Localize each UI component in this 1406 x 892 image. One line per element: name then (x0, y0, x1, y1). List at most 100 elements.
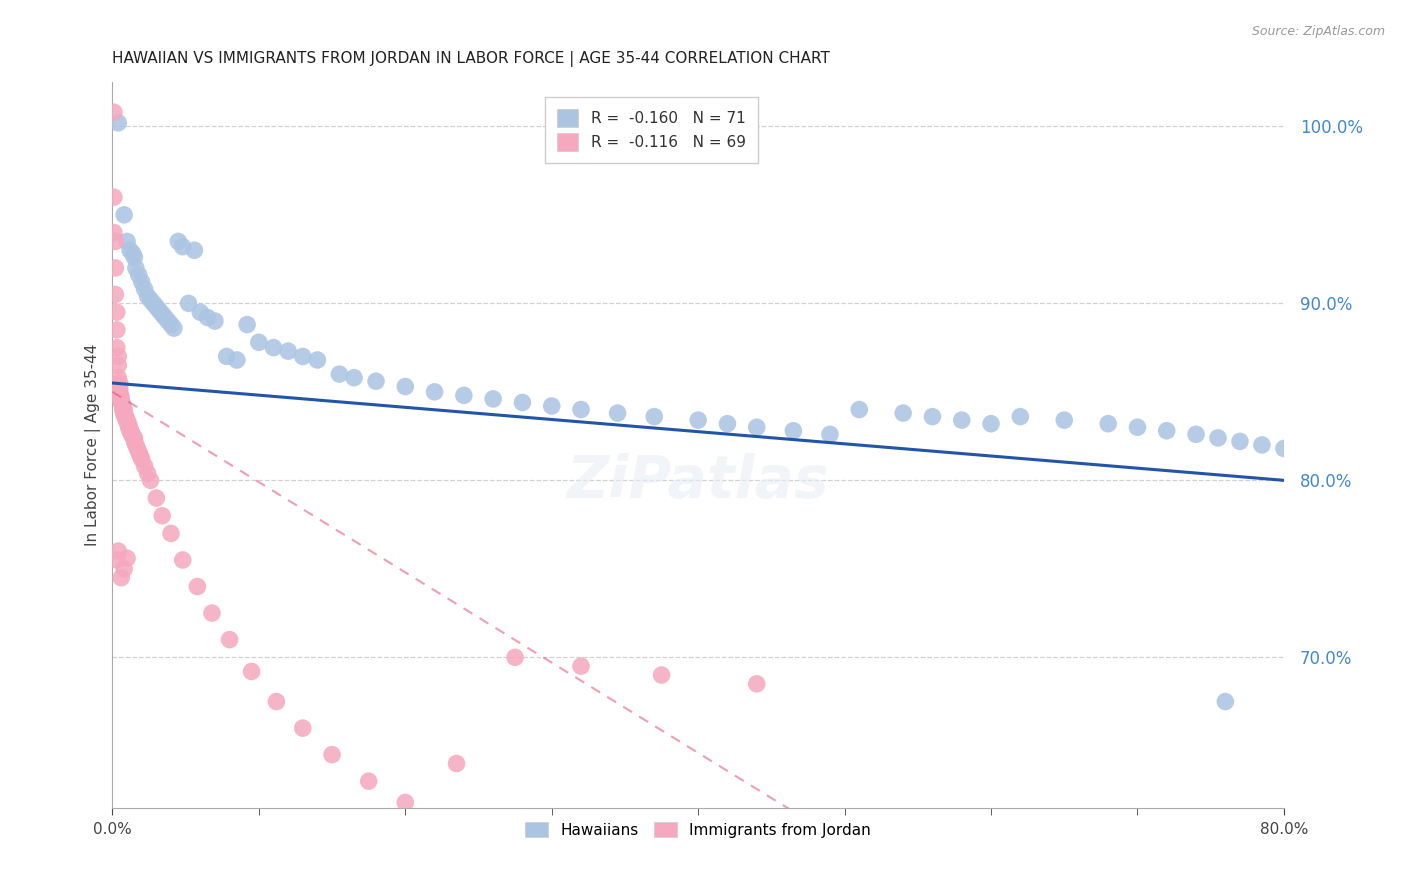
Point (745, 677, 768, 691)
Point (118, 422, 141, 436)
Point (105, 305, 128, 319)
Point (160, 526, 183, 541)
Point (688, 413, 710, 427)
Point (125, 438, 148, 452)
Point (569, 659, 592, 673)
Point (112, 402, 135, 417)
Point (503, 650, 526, 665)
Point (745, 420, 768, 434)
Point (236, 318, 259, 332)
Point (651, 668, 673, 682)
Point (782, 424, 804, 438)
Point (1206, 431, 1229, 445)
Point (921, 409, 943, 424)
Point (1126, 420, 1149, 434)
Point (108, 388, 131, 402)
Point (111, 397, 134, 411)
Point (104, 260, 127, 275)
Point (291, 721, 314, 735)
Point (453, 388, 475, 402)
Point (128, 445, 150, 459)
Point (1185, 427, 1208, 442)
Point (115, 551, 138, 566)
Point (172, 553, 194, 567)
Point (125, 260, 148, 275)
Point (1272, 442, 1295, 456)
Point (357, 774, 380, 789)
Point (118, 244, 141, 258)
Point (115, 415, 138, 429)
Point (127, 442, 149, 456)
Point (266, 695, 288, 709)
Point (218, 632, 240, 647)
Point (643, 409, 665, 424)
Point (482, 392, 505, 406)
Point (157, 314, 180, 328)
Point (105, 323, 128, 337)
Point (115, 413, 138, 427)
Point (980, 417, 1002, 431)
Point (225, 353, 247, 368)
Point (150, 307, 173, 321)
Legend: Hawaiians, Immigrants from Jordan: Hawaiians, Immigrants from Jordan (519, 815, 877, 844)
Point (197, 310, 219, 325)
Point (950, 413, 973, 427)
Point (167, 235, 190, 249)
Point (114, 411, 136, 425)
Point (129, 449, 152, 463)
Point (446, 756, 468, 771)
Point (145, 491, 167, 505)
Point (1053, 413, 1076, 427)
Point (134, 459, 156, 474)
Point (364, 374, 387, 388)
Point (104, 287, 127, 301)
Point (104, 235, 127, 249)
Point (142, 296, 165, 310)
Point (112, 406, 135, 420)
Point (117, 417, 139, 431)
Point (114, 409, 136, 424)
Point (204, 314, 226, 328)
Point (107, 116, 129, 130)
Point (277, 344, 299, 359)
Point (107, 544, 129, 558)
Point (105, 553, 128, 567)
Point (1156, 424, 1178, 438)
Text: Source: ZipAtlas.com: Source: ZipAtlas.com (1251, 25, 1385, 38)
Point (120, 427, 142, 442)
Point (163, 321, 186, 335)
Point (112, 562, 135, 576)
Point (201, 606, 224, 620)
Point (112, 208, 135, 222)
Point (247, 335, 270, 350)
Point (394, 796, 416, 810)
Point (188, 305, 211, 319)
Point (307, 353, 329, 368)
Point (131, 452, 153, 467)
Point (818, 427, 841, 442)
Point (120, 425, 142, 440)
Point (215, 350, 238, 364)
Point (124, 431, 146, 445)
Point (110, 393, 132, 408)
Point (1331, 452, 1354, 467)
Point (107, 370, 129, 384)
Point (540, 399, 562, 413)
Point (321, 747, 343, 762)
Point (891, 406, 914, 420)
Point (160, 318, 183, 332)
Point (118, 424, 141, 438)
Point (139, 473, 162, 487)
Point (291, 350, 314, 364)
Point (150, 508, 173, 523)
Point (111, 399, 134, 413)
Point (394, 379, 416, 393)
Point (1251, 438, 1274, 452)
Point (122, 429, 145, 443)
Point (186, 580, 208, 594)
Point (110, 571, 132, 585)
Point (134, 282, 156, 296)
Point (148, 303, 170, 318)
Y-axis label: In Labor Force | Age 35-44: In Labor Force | Age 35-44 (86, 343, 101, 546)
Point (328, 367, 350, 381)
